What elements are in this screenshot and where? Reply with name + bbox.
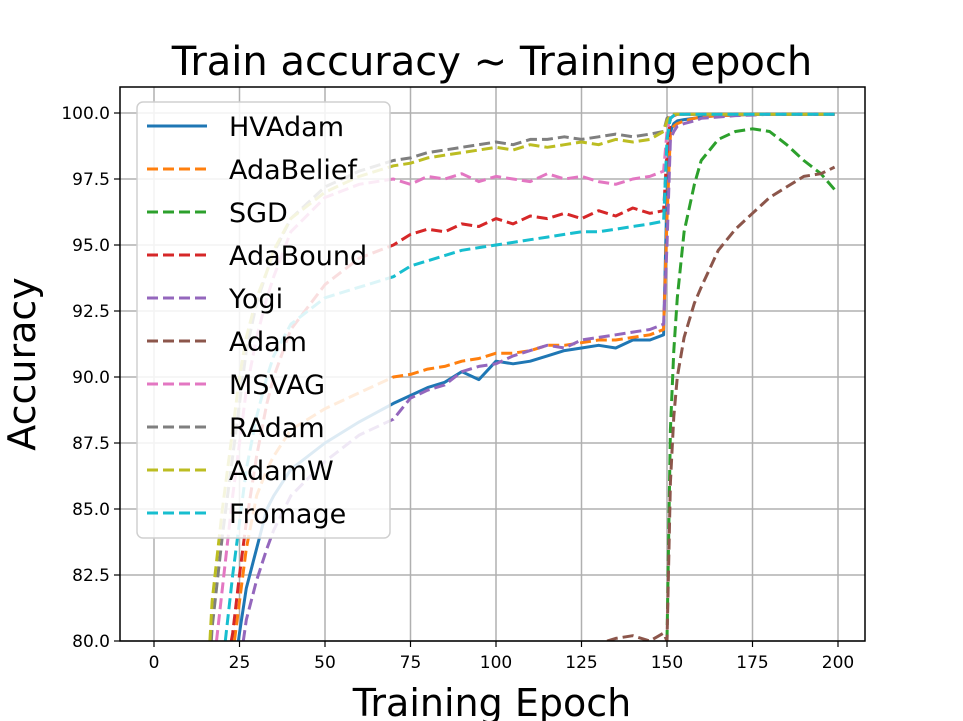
x-tick-label: 100 [480,653,512,673]
legend-label: Fromage [229,499,346,530]
series-line-fromage [223,112,835,641]
x-axis-label: Training Epoch [352,681,631,721]
axis-ticks: 0 25 50 75 100 125 150 175 200 80.0 82.5 85.0 87.5 90… [61,104,854,673]
y-tick-label: 80.0 [72,632,110,652]
series-line-adam [606,165,836,641]
legend-label: AdaBound [229,241,367,272]
series-line-sgd [665,127,836,641]
y-tick-label: 87.5 [72,434,110,454]
legend-label: MSVAG [229,370,325,401]
legend-label: RAdam [229,413,325,444]
legend-label: Yogi [228,284,283,315]
x-tick-label: 175 [736,653,768,673]
y-tick-label: 90.0 [72,368,110,388]
legend-label: AdaBelief [229,155,358,186]
x-tick-label: 25 [229,653,251,673]
legend-label: AdamW [229,456,334,487]
y-tick-label: 95.0 [72,236,110,256]
y-axis-label: Accuracy [0,277,44,451]
y-tick-label: 97.5 [72,170,110,190]
legend-label: Adam [229,327,307,358]
y-tick-label: 100.0 [61,104,110,124]
legend: HVAdam AdaBelief SGD AdaBound Yogi Adam MSVAG R… [136,101,391,539]
x-tick-label: 150 [651,653,683,673]
legend-label: HVAdam [229,112,344,143]
chart-title: Train accuracy ~ Training epoch [171,39,812,85]
legend-label: SGD [229,198,288,229]
x-tick-label: 200 [822,653,854,673]
x-tick-label: 0 [149,653,160,673]
plot-frame [119,86,866,642]
x-tick-label: 125 [565,653,597,673]
y-tick-label: 85.0 [72,500,110,520]
y-tick-label: 92.5 [72,302,110,322]
y-tick-label: 82.5 [72,566,110,586]
x-tick-label: 75 [400,653,422,673]
x-tick-label: 50 [314,653,336,673]
series-line-yogi [241,112,835,641]
